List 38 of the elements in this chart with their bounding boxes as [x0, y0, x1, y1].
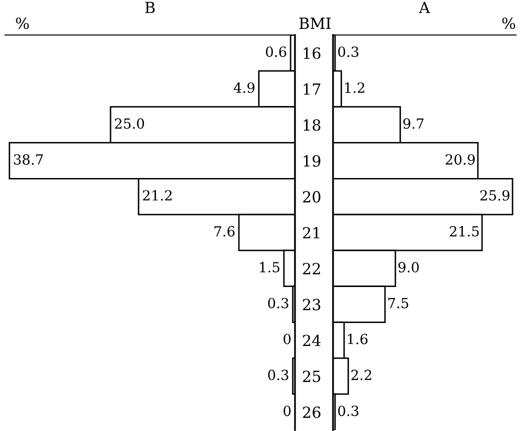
data-label: 21.5 — [450, 226, 479, 237]
data-label: 0 — [284, 406, 291, 416]
y-tick-label: 26 — [302, 406, 320, 418]
data-label: 1.6 — [348, 334, 368, 344]
data-label: 38.7 — [14, 154, 43, 165]
data-label: 25.0 — [114, 118, 144, 129]
data-label: 0.3 — [338, 406, 358, 416]
data-label: 7.5 — [388, 298, 408, 308]
data-label: 0.6 — [266, 46, 286, 57]
y-tick-label: 16 — [304, 47, 320, 59]
y-tick-label: 22 — [302, 262, 320, 274]
y-axis-title: BMI — [299, 18, 331, 29]
data-label: 0 — [284, 334, 291, 344]
data-label: 0.3 — [338, 46, 358, 57]
data-label: 21.2 — [142, 190, 172, 201]
y-tick-label: 18 — [304, 119, 320, 131]
y-tick-label: 17 — [304, 83, 320, 95]
data-label: 9.0 — [398, 262, 419, 272]
chart-title: A — [418, 2, 430, 14]
data-label: 9.7 — [403, 118, 424, 129]
data-label: 4.9 — [234, 82, 254, 93]
chart-title: B — [145, 2, 155, 14]
data-label: 1.5 — [260, 262, 280, 272]
data-label: 25.9 — [480, 190, 510, 201]
data-label: 2.2 — [351, 370, 372, 380]
y-tick-label: 24 — [302, 334, 321, 346]
x-axis-title: % — [502, 17, 516, 30]
x-axis-title: % — [16, 17, 29, 30]
y-tick-label: 23 — [302, 298, 320, 310]
data-label: 1.2 — [345, 82, 364, 93]
data-label: 20.9 — [446, 154, 475, 165]
data-label: 7.6 — [214, 226, 235, 237]
y-tick-label: 21 — [302, 226, 320, 238]
y-tick-label: 25 — [302, 370, 320, 382]
data-label: 0.3 — [268, 370, 288, 380]
y-tick-label: 20 — [302, 191, 320, 203]
y-tick-label: 19 — [304, 155, 320, 167]
data-label: 0.3 — [268, 298, 288, 308]
